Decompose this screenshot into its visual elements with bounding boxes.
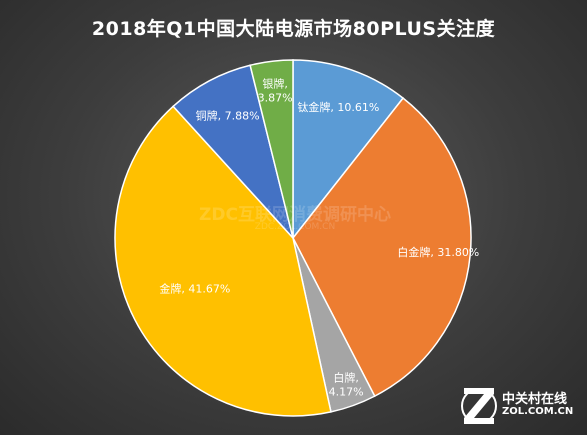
zol-logo-name: 中关村在线 — [502, 392, 568, 407]
zol-logo: 中关村在线 ZOL.COM.CN — [460, 386, 582, 430]
slice-label-白金牌: 白金牌, 31.80% — [397, 245, 479, 259]
watermark-url: ZDC.ZOL.COM.CN — [254, 222, 336, 232]
slice-label-铜牌: 铜牌, 7.88% — [196, 109, 260, 123]
pie-slice-钛金牌 — [292, 59, 405, 241]
slice-label-白牌: 白牌, 4.17% — [329, 370, 364, 398]
watermark-text: ZDC互联网消费调研中心 — [199, 205, 391, 225]
zol-logo-icon — [461, 388, 497, 424]
slice-label-金牌: 金牌, 41.67% — [159, 282, 230, 296]
pie-slice-白金牌 — [292, 97, 472, 398]
pie-slice-银牌 — [249, 59, 294, 239]
zol-logo-url: ZOL.COM.CN — [502, 406, 574, 417]
slice-label-银牌: 银牌, 3.87% — [258, 76, 293, 104]
chart-title: 2018年Q1中国大陆电源市场80PLUS关注度 — [91, 18, 496, 40]
slice-label-钛金牌: 钛金牌, 10.61% — [297, 100, 379, 114]
pie-slice-金牌 — [114, 105, 332, 417]
